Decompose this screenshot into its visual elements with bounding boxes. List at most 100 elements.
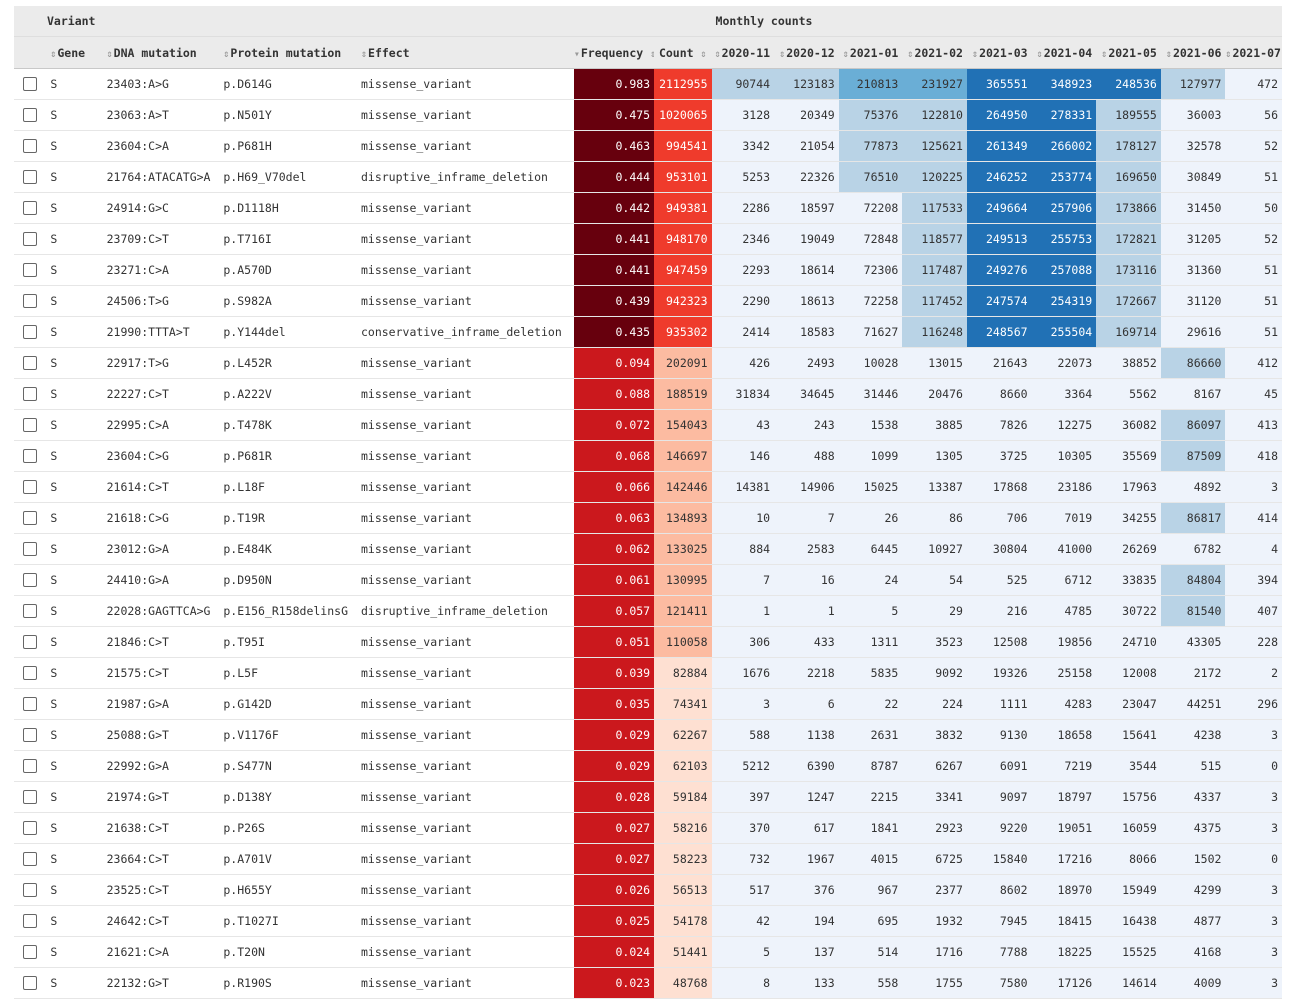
sort-icon: ⇕ — [360, 48, 368, 60]
month-header-2021-02[interactable]: ⇕2021-02 — [902, 36, 967, 69]
month-count-cell: 20476 — [902, 378, 967, 410]
dna-mutation-cell: 21621:C>A — [102, 936, 220, 968]
row-checkbox[interactable] — [23, 480, 38, 495]
count-header-label: Count — [658, 45, 694, 60]
row-checkbox[interactable] — [23, 449, 38, 464]
row-checkbox[interactable] — [23, 108, 38, 123]
month-count-cell: 43 — [711, 409, 775, 441]
month-header-2021-01[interactable]: ⇕2021-01 — [838, 36, 903, 69]
month-count-cell: 6 — [774, 688, 839, 720]
table-row[interactable]: S 23604:C>G p.P681R missense_variant 0.068 14… — [14, 440, 1282, 472]
table-row[interactable]: S 21621:C>A p.T20N missense_variant 0.024 514… — [14, 936, 1282, 968]
row-checkbox[interactable] — [23, 170, 38, 185]
row-checkbox[interactable] — [23, 356, 38, 371]
table-row[interactable]: S 23525:C>T p.H655Y missense_variant 0.026 56… — [14, 874, 1282, 906]
count-cell: 48768 — [654, 967, 712, 999]
row-checkbox[interactable] — [23, 728, 38, 743]
protein-mutation-header[interactable]: ⇕Protein mutation — [219, 36, 357, 69]
table-row[interactable]: S 23271:C>A p.A570D missense_variant 0.441 94… — [14, 254, 1282, 286]
dna-mutation-cell: 21990:TTTA>T — [102, 316, 220, 348]
table-row[interactable]: S 24410:G>A p.D950N missense_variant 0.061 13… — [14, 564, 1282, 596]
effect-header[interactable]: ⇕Effect — [356, 36, 574, 69]
row-checkbox[interactable] — [23, 325, 38, 340]
month-count-cell: 6782 — [1160, 533, 1226, 565]
row-checkbox[interactable] — [23, 821, 38, 836]
month-header-label: 2021-03 — [979, 45, 1028, 60]
row-checkbox[interactable] — [23, 294, 38, 309]
table-row[interactable]: S 23012:G>A p.E484K missense_variant 0.062 13… — [14, 533, 1282, 565]
month-count-cell: 8660 — [966, 378, 1032, 410]
table-row[interactable]: S 21990:TTTA>T p.Y144del conservative_infra… — [14, 316, 1282, 348]
table-row[interactable]: S 21764:ATACATG>A p.H69_V70del disruptive_i… — [14, 161, 1282, 193]
effect-cell: missense_variant — [356, 905, 574, 937]
row-checkbox[interactable] — [23, 387, 38, 402]
count-header[interactable]: Count ⇕ — [654, 36, 712, 69]
month-count-cell: 4337 — [1160, 781, 1226, 813]
table-row[interactable]: S 22227:C>T p.A222V missense_variant 0.088 18… — [14, 378, 1282, 410]
table-row[interactable]: S 21974:G>T p.D138Y missense_variant 0.028 59… — [14, 781, 1282, 813]
table-row[interactable]: S 23063:A>T p.N501Y missense_variant 0.475 10… — [14, 99, 1282, 131]
row-checkbox[interactable] — [23, 790, 38, 805]
month-count-cell: 19326 — [966, 657, 1032, 689]
dna-mutation-header[interactable]: ⇕DNA mutation — [102, 36, 220, 69]
month-header-2021-07[interactable]: ⇕2021-07 — [1225, 36, 1282, 69]
row-checkbox[interactable] — [23, 604, 38, 619]
effect-cell: disruptive_inframe_deletion — [356, 595, 574, 627]
row-checkbox[interactable] — [23, 139, 38, 154]
protein-mutation-cell: p.H655Y — [219, 874, 357, 906]
table-row[interactable]: S 21638:C>T p.P26S missense_variant 0.027 582… — [14, 812, 1282, 844]
table-row[interactable]: S 21987:G>A p.G142D missense_variant 0.035 74… — [14, 688, 1282, 720]
select-cell — [14, 130, 47, 162]
frequency-cell: 0.029 — [573, 750, 655, 782]
table-row[interactable]: S 21575:C>T p.L5F missense_variant 0.039 8288… — [14, 657, 1282, 689]
row-checkbox[interactable] — [23, 697, 38, 712]
row-checkbox[interactable] — [23, 232, 38, 247]
gene-cell: S — [46, 905, 103, 937]
table-row[interactable]: S 24914:G>C p.D1118H missense_variant 0.442 9… — [14, 192, 1282, 224]
row-checkbox[interactable] — [23, 418, 38, 433]
table-row[interactable]: S 21846:C>T p.T95I missense_variant 0.051 110… — [14, 626, 1282, 658]
table-row[interactable]: S 23664:C>T p.A701V missense_variant 0.027 58… — [14, 843, 1282, 875]
month-header-2021-04[interactable]: ⇕2021-04 — [1031, 36, 1097, 69]
row-checkbox[interactable] — [23, 666, 38, 681]
frequency-header[interactable]: ▾Frequency ⇕ — [573, 36, 655, 69]
row-checkbox[interactable] — [23, 77, 38, 92]
row-checkbox[interactable] — [23, 852, 38, 867]
select-cell — [14, 812, 47, 844]
row-checkbox[interactable] — [23, 883, 38, 898]
table-row[interactable]: S 21618:C>G p.T19R missense_variant 0.063 134… — [14, 502, 1282, 534]
table-row[interactable]: S 25088:G>T p.V1176F missense_variant 0.029 6… — [14, 719, 1282, 751]
row-checkbox[interactable] — [23, 573, 38, 588]
table-row[interactable]: S 22992:G>A p.S477N missense_variant 0.029 62… — [14, 750, 1282, 782]
row-checkbox[interactable] — [23, 263, 38, 278]
row-checkbox[interactable] — [23, 635, 38, 650]
month-header-2021-05[interactable]: ⇕2021-05 — [1096, 36, 1161, 69]
row-checkbox[interactable] — [23, 945, 38, 960]
month-header-2021-03[interactable]: ⇕2021-03 — [966, 36, 1032, 69]
select-cell — [14, 192, 47, 224]
table-row[interactable]: S 22917:T>G p.L452R missense_variant 0.094 20… — [14, 347, 1282, 379]
table-row[interactable]: S 22995:C>A p.T478K missense_variant 0.072 15… — [14, 409, 1282, 441]
row-checkbox[interactable] — [23, 511, 38, 526]
table-row[interactable]: S 23709:C>T p.T716I missense_variant 0.441 94… — [14, 223, 1282, 255]
table-row[interactable]: S 22132:G>T p.R190S missense_variant 0.023 48… — [14, 967, 1282, 999]
table-row[interactable]: S 24642:C>T p.T1027I missense_variant 0.025 5… — [14, 905, 1282, 937]
table-row[interactable]: S 21614:C>T p.L18F missense_variant 0.066 142… — [14, 471, 1282, 503]
row-checkbox[interactable] — [23, 759, 38, 774]
row-checkbox[interactable] — [23, 914, 38, 929]
month-count-cell: 41000 — [1031, 533, 1097, 565]
month-header-2020-11[interactable]: ⇕2020-11 — [711, 36, 775, 69]
month-header-2021-06[interactable]: ⇕2021-06 — [1160, 36, 1226, 69]
table-row[interactable]: S 22028:GAGTTCA>G p.E156_R158delinsG disrup… — [14, 595, 1282, 627]
month-header-2020-12[interactable]: ⇕2020-12 — [774, 36, 839, 69]
count-cell: 62267 — [654, 719, 712, 751]
table-row[interactable]: S 24506:T>G p.S982A missense_variant 0.439 94… — [14, 285, 1282, 317]
row-checkbox[interactable] — [23, 201, 38, 216]
row-checkbox[interactable] — [23, 542, 38, 557]
protein-mutation-cell: p.E484K — [219, 533, 357, 565]
month-count-cell: 19856 — [1031, 626, 1097, 658]
table-row[interactable]: S 23403:A>G p.D614G missense_variant 0.983 21… — [14, 68, 1282, 100]
row-checkbox[interactable] — [23, 976, 38, 991]
gene-header[interactable]: ⇕Gene — [46, 36, 103, 69]
table-row[interactable]: S 23604:C>A p.P681H missense_variant 0.463 99… — [14, 130, 1282, 162]
